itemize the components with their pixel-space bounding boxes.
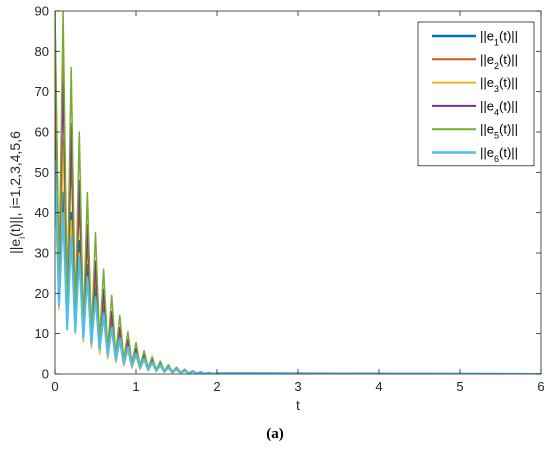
x-axis-label: t xyxy=(296,397,300,413)
x-tick-label: 0 xyxy=(51,379,58,394)
x-tick-label: 3 xyxy=(294,379,301,394)
legend-entry-3: ||e3(t)|| xyxy=(480,75,518,94)
x-tick-label: 4 xyxy=(375,379,382,394)
legend-entry-6: ||e6(t)|| xyxy=(480,145,518,164)
series-line-1 xyxy=(55,131,541,374)
x-tick-label: 1 xyxy=(132,379,139,394)
y-tick-label: 30 xyxy=(35,246,49,261)
series-line-3 xyxy=(55,139,541,374)
y-tick-label: 80 xyxy=(35,44,49,59)
x-tick-label: 5 xyxy=(456,379,463,394)
series-line-6 xyxy=(55,160,541,374)
x-tick-label: 2 xyxy=(213,379,220,394)
x-tick-label: 6 xyxy=(537,379,544,394)
legend-entry-1: ||e1(t)|| xyxy=(480,29,518,48)
y-tick-label: 10 xyxy=(35,326,49,341)
y-tick-label: 50 xyxy=(35,165,49,180)
y-tick-label: 90 xyxy=(35,4,49,19)
y-tick-label: 40 xyxy=(35,205,49,220)
legend-entry-4: ||e4(t)|| xyxy=(480,98,518,117)
legend-entry-5: ||e5(t)|| xyxy=(480,122,518,141)
figure-caption: (a) xyxy=(266,426,284,442)
y-tick-label: 0 xyxy=(42,367,49,382)
y-tick-label: 20 xyxy=(35,286,49,301)
y-axis-label: ||ei(t)||, i=1,2,3,4,5,6 xyxy=(7,131,27,254)
y-tick-label: 70 xyxy=(35,84,49,99)
y-tick-label: 60 xyxy=(35,125,49,140)
legend-box xyxy=(417,21,535,167)
legend: ||e1(t)|| ||e2(t)|| ||e3(t)|| ||e4(t)|| ||e5… xyxy=(417,21,535,167)
legend-entry-2: ||e2(t)|| xyxy=(480,52,518,71)
